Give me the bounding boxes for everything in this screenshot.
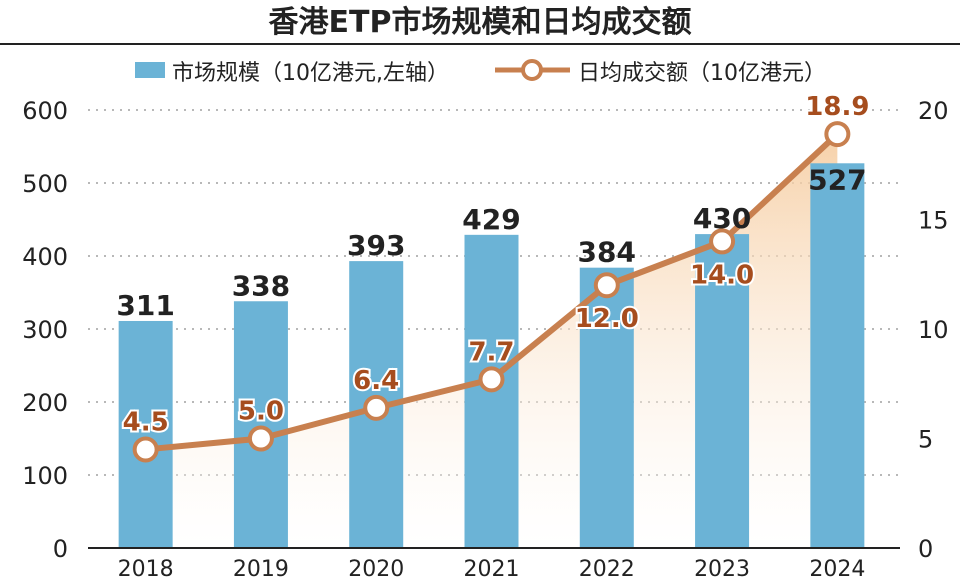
label-layer: 311 338 393 429 384 430 527 4.5 5.0 6.4 7.7 12.0 14.… bbox=[116, 90, 871, 439]
line-point-2022 bbox=[593, 272, 620, 299]
legend-bar-label: 市场规模（10亿港元,左轴） bbox=[172, 61, 449, 86]
y-right-tick-label: 15 bbox=[918, 207, 949, 235]
line-value-label: 14.0 bbox=[690, 260, 754, 290]
y-right-tick-label: 20 bbox=[918, 97, 949, 125]
x-tick-label: 2018 bbox=[118, 557, 174, 578]
legend-bar-swatch bbox=[135, 62, 165, 78]
bar-value-label: 527 bbox=[808, 163, 866, 196]
line-value-label: 5.0 bbox=[238, 397, 284, 427]
line-point-2020 bbox=[363, 394, 390, 421]
bar-2023 bbox=[695, 234, 750, 548]
y-right-tick-label: 0 bbox=[918, 535, 933, 563]
x-tick-label: 2022 bbox=[579, 557, 635, 578]
y-left-tick-label: 300 bbox=[22, 316, 68, 344]
legend: 市场规模（10亿港元,左轴） 日均成交额（10亿港元） bbox=[135, 59, 826, 86]
line-value-label: 6.4 bbox=[353, 366, 399, 396]
y-left-tick-label: 100 bbox=[22, 462, 68, 490]
y-right-tick-label: 10 bbox=[918, 316, 949, 344]
line-area-fill bbox=[145, 134, 838, 548]
bar-value-label: 384 bbox=[578, 236, 636, 269]
y-right-tick-label: 5 bbox=[918, 426, 933, 454]
x-tick-label: 2023 bbox=[694, 557, 750, 578]
legend-line-marker bbox=[521, 59, 543, 81]
y-left-tick-label: 200 bbox=[22, 389, 68, 417]
bar-2024 bbox=[810, 163, 865, 549]
bar-2022 bbox=[579, 267, 634, 548]
x-tick-label: 2021 bbox=[464, 557, 520, 578]
bar-value-label: 430 bbox=[693, 202, 751, 235]
line-value-label: 18.9 bbox=[805, 92, 869, 122]
y-left-tick-label: 600 bbox=[22, 97, 68, 125]
y-left-tick-label: 500 bbox=[22, 170, 68, 198]
bar-2019 bbox=[233, 301, 288, 548]
legend-line-label: 日均成交额（10亿港元） bbox=[578, 61, 826, 86]
x-tick-label: 2020 bbox=[348, 557, 404, 578]
chart-title: 香港ETP市场规模和日均成交额 bbox=[269, 5, 692, 40]
x-tick-label: 2024 bbox=[809, 557, 865, 578]
bar-2018 bbox=[118, 320, 173, 548]
line-point-2021 bbox=[478, 366, 505, 393]
line-layer bbox=[132, 121, 851, 463]
x-tick-label: 2019 bbox=[233, 557, 289, 578]
area-layer bbox=[145, 134, 838, 548]
line-point-2023 bbox=[709, 228, 736, 255]
line-value-label: 4.5 bbox=[123, 407, 169, 437]
line-point-2024 bbox=[824, 121, 851, 148]
y-left-tick-label: 0 bbox=[53, 535, 68, 563]
bar-value-label: 393 bbox=[347, 229, 405, 262]
bar-value-label: 338 bbox=[232, 269, 290, 302]
line-point-2019 bbox=[247, 425, 274, 452]
bar-value-label: 429 bbox=[462, 203, 520, 236]
bar-value-label: 311 bbox=[116, 289, 174, 322]
y-left-tick-label: 400 bbox=[22, 243, 68, 271]
line-value-label: 12.0 bbox=[575, 304, 639, 334]
line-value-label: 7.7 bbox=[468, 337, 514, 367]
line-point-2018 bbox=[132, 436, 159, 463]
